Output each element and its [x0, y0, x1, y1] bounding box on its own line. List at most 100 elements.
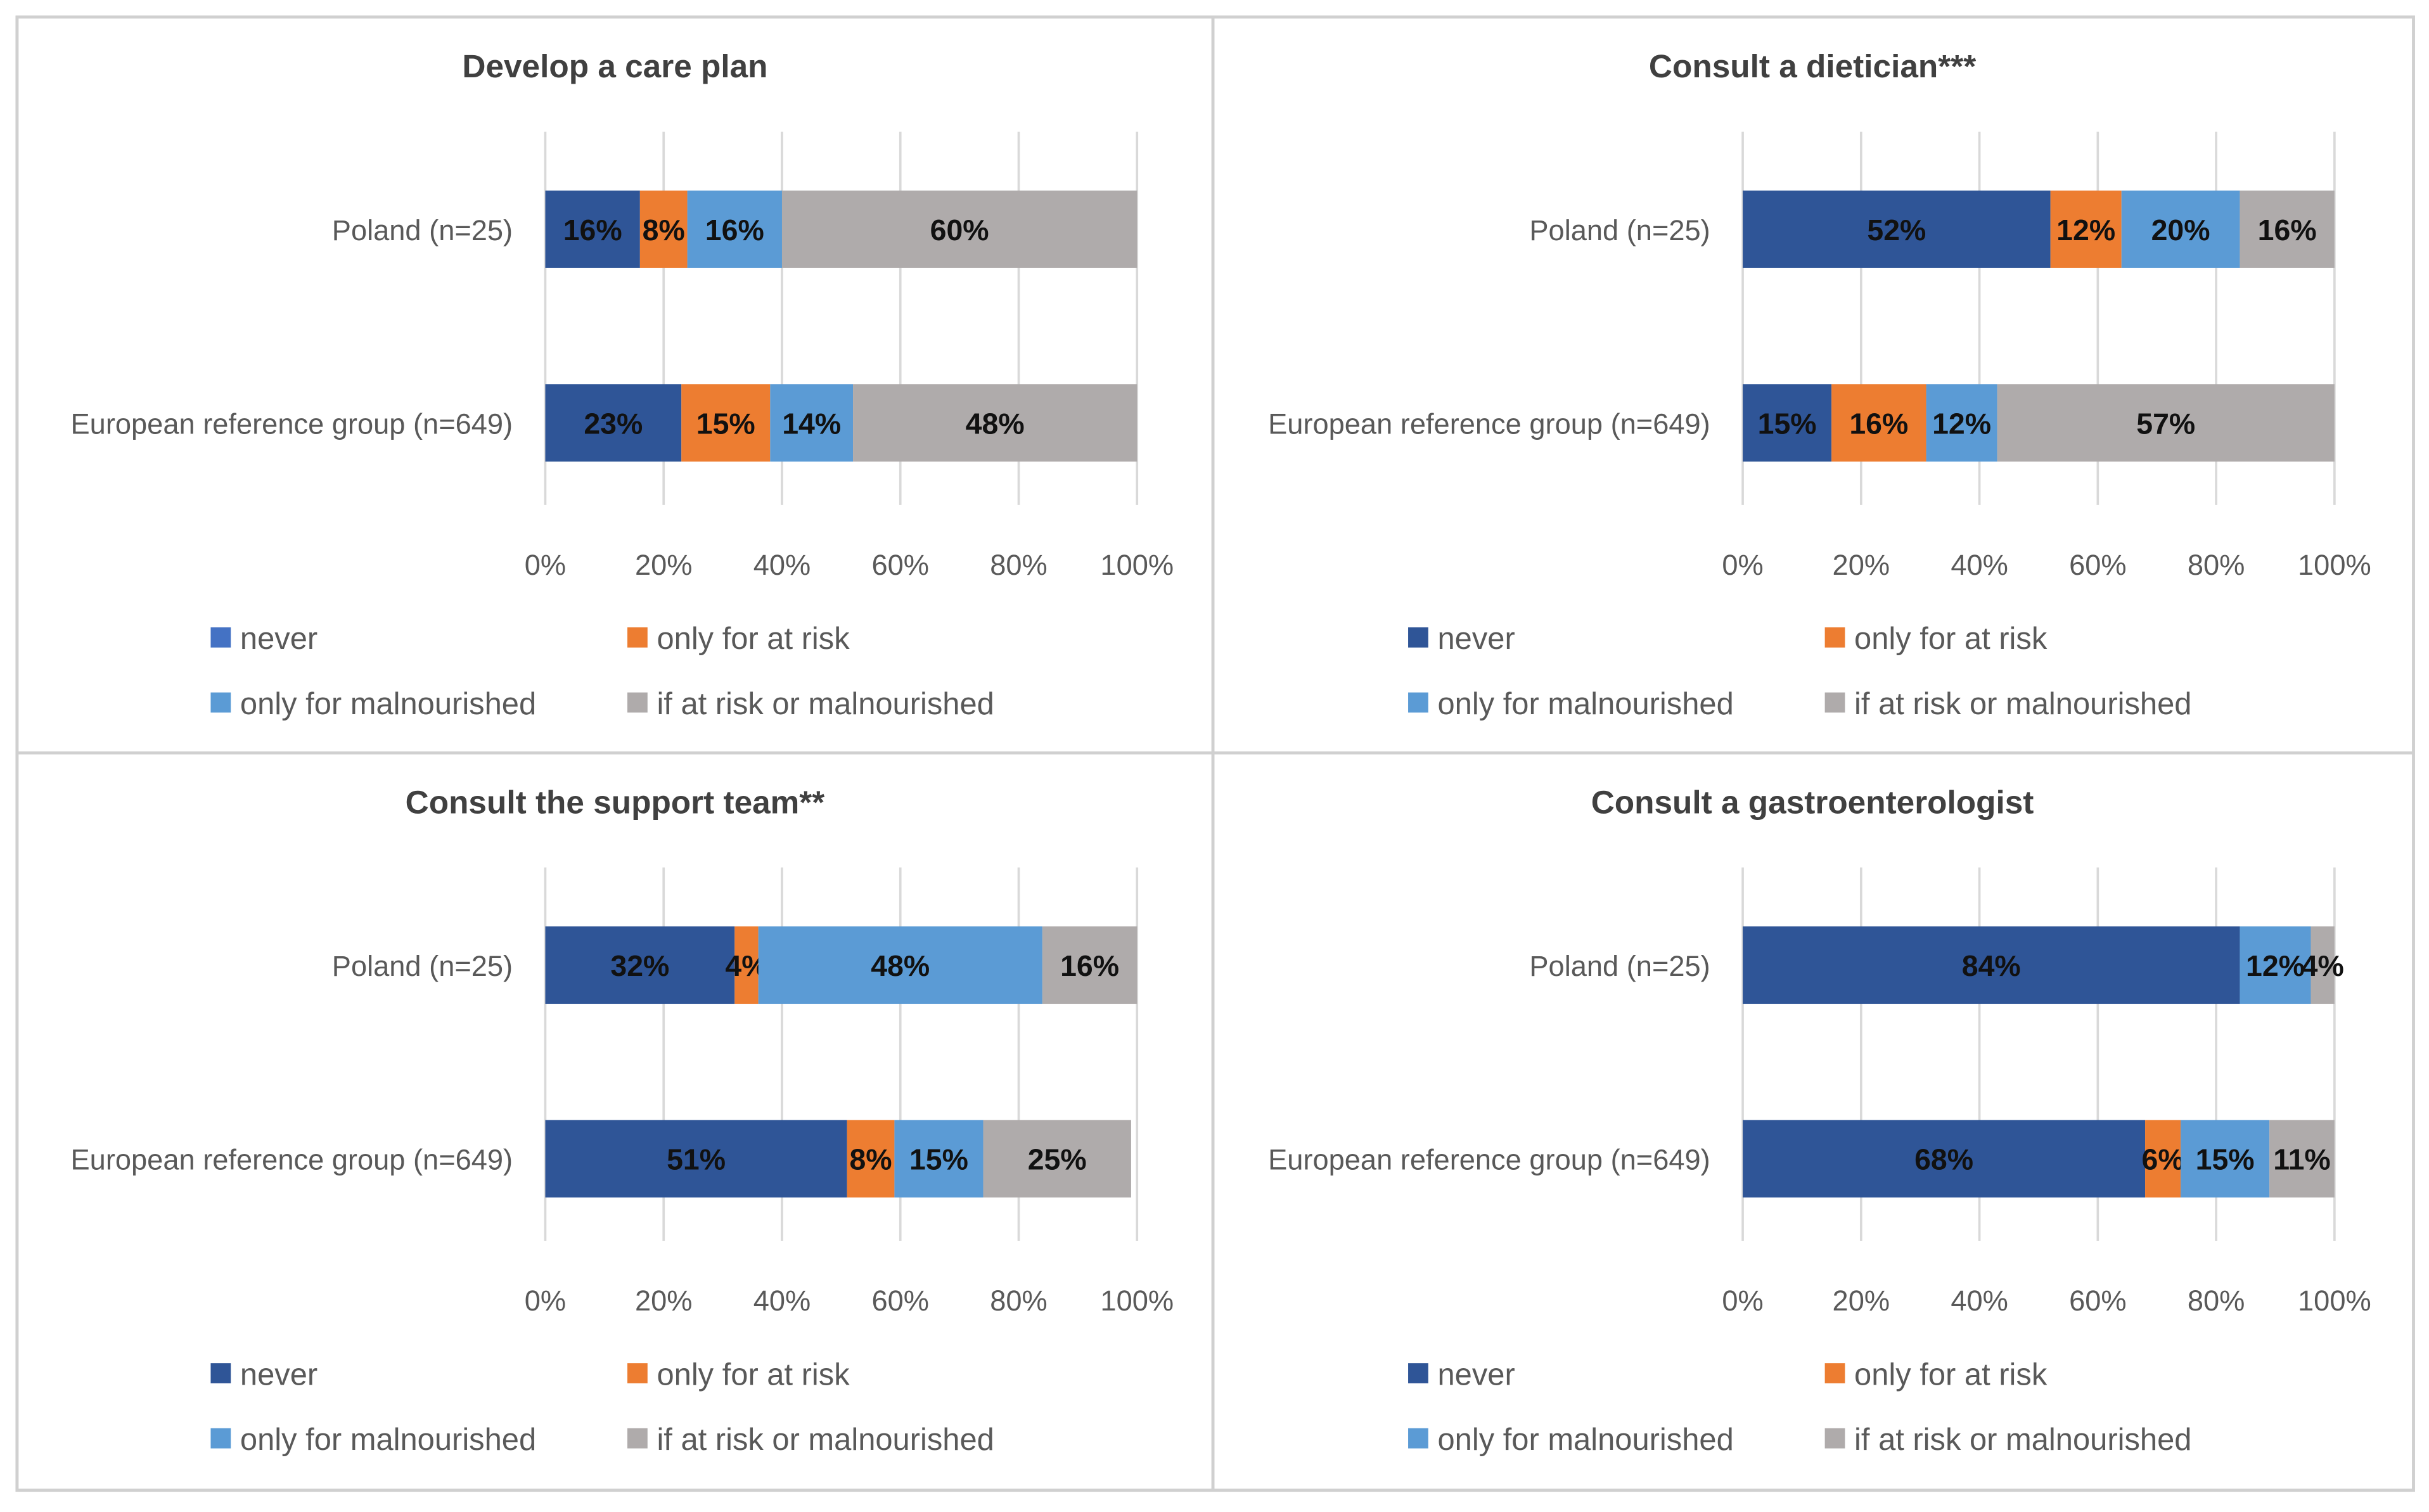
data-label: 68%: [1914, 1143, 1973, 1176]
bar-segment-if-at-risk-or-malnourished: [983, 1120, 1131, 1198]
data-label: 15%: [909, 1143, 968, 1176]
bar-segment-never: [545, 1120, 847, 1198]
data-label: 84%: [1962, 949, 2021, 982]
legend-swatch: [210, 1428, 231, 1449]
data-label: 6%: [2141, 1143, 2184, 1176]
bar-segment-only-for-at-risk: [734, 926, 759, 1004]
bar-segment-only-for-malnourished: [894, 1120, 984, 1198]
legend-swatch: [627, 692, 648, 713]
x-tick-label: 60%: [2069, 549, 2127, 581]
x-tick-label: 60%: [871, 1285, 929, 1317]
legend-swatch: [210, 627, 231, 648]
x-tick-label: 20%: [1833, 549, 1890, 581]
bar-segment-only-for-at-risk: [639, 190, 688, 268]
category-label: European reference group (n=649): [71, 1144, 513, 1176]
data-label: 48%: [871, 949, 930, 982]
chart-title: Consult the support team**: [406, 784, 825, 820]
legend-label: only for at risk: [1854, 622, 2048, 656]
data-label: 60%: [930, 214, 989, 247]
legend-swatch: [1824, 692, 1845, 713]
data-label: 16%: [705, 214, 764, 247]
x-tick-label: 40%: [753, 1285, 811, 1317]
chart-panel: Consult a gastroenterologist 0% 20% 40% 60% 8…: [1268, 784, 2371, 1457]
data-label: 20%: [2151, 214, 2210, 247]
x-tick-label: 0%: [1722, 549, 1763, 581]
bar-segment-never: [545, 926, 735, 1004]
data-label: 14%: [782, 407, 841, 440]
data-label: 12%: [2246, 949, 2305, 982]
data-label: 11%: [2273, 1143, 2330, 1176]
bar-segment-only-for-malnourished: [758, 926, 1042, 1004]
category-label: European reference group (n=649): [71, 407, 513, 440]
bar-segment-never: [1743, 1120, 2146, 1198]
data-label: 12%: [2056, 214, 2115, 247]
legend-label: never: [1437, 622, 1515, 656]
data-label: 57%: [2136, 407, 2195, 440]
legend-label: if at risk or malnourished: [657, 1423, 994, 1457]
data-label: 15%: [696, 407, 755, 440]
data-label: 51%: [667, 1143, 726, 1176]
data-label: 16%: [2258, 214, 2317, 247]
bar-segment-only-for-malnourished: [1926, 384, 1997, 462]
x-tick-label: 40%: [753, 549, 811, 581]
bar-segment-only-for-at-risk: [847, 1120, 895, 1198]
x-tick-label: 100%: [2298, 549, 2371, 581]
legend-swatch: [210, 1363, 231, 1383]
legend-label: only for at risk: [1854, 1357, 2048, 1392]
x-tick-label: 20%: [635, 549, 693, 581]
legend-swatch: [1408, 627, 1428, 648]
legend-swatch: [1824, 1428, 1845, 1449]
chart-panel: Consult a dietician*** 0% 20% 40% 60% 80% 100%…: [1268, 48, 2371, 721]
bar-segment-if-at-risk-or-malnourished: [2269, 1120, 2335, 1198]
bar-segment-only-for-malnourished: [2121, 190, 2240, 268]
bar-segment-if-at-risk-or-malnourished: [1042, 926, 1138, 1004]
bar-segment-only-for-malnourished: [770, 384, 854, 462]
bar-segment-never: [1743, 926, 2240, 1004]
category-label: Poland (n=25): [332, 214, 513, 247]
category-label: Poland (n=25): [1529, 214, 1710, 247]
x-tick-label: 80%: [990, 549, 1048, 581]
legend-label: only for malnourished: [1437, 687, 1733, 721]
data-label: 12%: [1932, 407, 1991, 440]
x-tick-label: 60%: [2069, 1285, 2127, 1317]
legend-swatch: [210, 692, 231, 713]
x-tick-label: 20%: [635, 1285, 693, 1317]
data-label: 8%: [643, 214, 685, 247]
bar-segment-only-for-malnourished: [2181, 1120, 2270, 1198]
data-label: 4%: [2302, 949, 2344, 982]
legend-label: only for malnourished: [1437, 1423, 1733, 1457]
legend-label: never: [240, 1357, 317, 1392]
x-tick-label: 0%: [525, 1285, 566, 1317]
x-tick-label: 100%: [2298, 1285, 2371, 1317]
bar-segment-never: [1743, 384, 1832, 462]
bar-segment-only-for-malnourished: [2240, 926, 2311, 1004]
data-label: 8%: [849, 1143, 892, 1176]
data-label: 15%: [2196, 1143, 2255, 1176]
bar-segment-if-at-risk-or-malnourished: [2240, 190, 2335, 268]
data-label: 48%: [966, 407, 1025, 440]
legend-label: if at risk or malnourished: [657, 687, 994, 721]
legend-swatch: [1824, 1363, 1845, 1383]
bar-segment-never: [1743, 190, 2051, 268]
legend-label: only for malnourished: [240, 1423, 536, 1457]
legend-swatch: [627, 627, 648, 648]
x-tick-label: 60%: [871, 549, 929, 581]
x-tick-label: 100%: [1100, 1285, 1174, 1317]
x-tick-label: 100%: [1100, 549, 1174, 581]
legend-swatch: [627, 1363, 648, 1383]
bar-segment-only-for-malnourished: [687, 190, 782, 268]
bar-segment-if-at-risk-or-malnourished: [2310, 926, 2335, 1004]
data-label: 25%: [1028, 1143, 1087, 1176]
data-label: 32%: [610, 949, 669, 982]
x-tick-label: 0%: [525, 549, 566, 581]
chart-panel: Consult the support team** 0% 20% 40% 60% 80%…: [71, 784, 1174, 1457]
x-tick-label: 80%: [990, 1285, 1048, 1317]
legend-label: only for at risk: [657, 1357, 850, 1392]
bar-segment-never: [545, 190, 640, 268]
chart-title: Consult a gastroenterologist: [1591, 784, 2034, 820]
legend-label: only for malnourished: [240, 687, 536, 721]
bar-segment-never: [545, 384, 682, 462]
x-tick-label: 80%: [2188, 1285, 2245, 1317]
category-label: Poland (n=25): [1529, 950, 1710, 982]
